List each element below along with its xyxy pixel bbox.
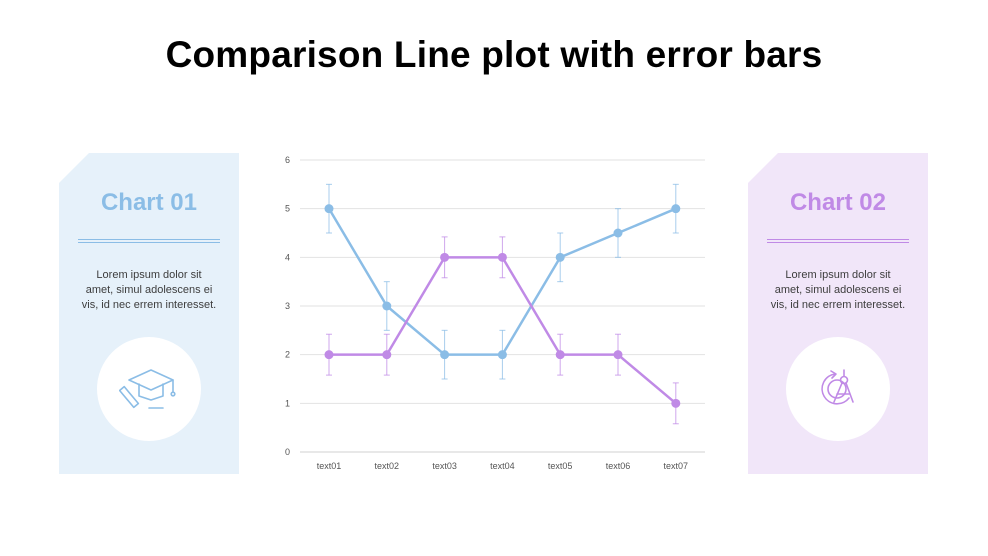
description-line: amet, simul adolescens ei [85,284,213,296]
description-line: vis, id nec errem interesset. [81,299,217,311]
chart-02-panel: Chart 02 Lorem ipsum dolor sit amet, sim… [748,153,928,474]
data-point [382,350,392,360]
compass-drafting-icon [821,369,854,405]
panel-description: Lorem ipsum dolor sit amet, simul adoles… [758,268,918,313]
data-point [555,252,565,262]
y-tick-label: 0 [285,447,290,457]
data-point [671,398,681,408]
description-line: amet, simul adolescens ei [774,284,902,296]
data-point [324,350,334,360]
data-point [671,204,681,214]
x-tick-label: text07 [664,461,689,471]
chart-01-panel: Chart 01 Lorem ipsum dolor sit amet, sim… [59,153,239,474]
y-tick-label: 1 [285,398,290,408]
y-tick-label: 3 [285,301,290,311]
description-line: Lorem ipsum dolor sit [785,269,891,281]
description-line: Lorem ipsum dolor sit [96,269,202,281]
y-tick-label: 5 [285,204,290,214]
line-chart: 0 1 2 3 4 5 6 text01 text02 text03 text04 text05 tex… [270,145,720,485]
data-point [497,252,507,262]
x-tick-label: text02 [375,461,400,471]
data-point [440,350,450,360]
data-point [382,301,392,311]
data-point [497,350,507,360]
data-point [613,350,623,360]
data-point [555,350,565,360]
x-tick-label: text04 [490,461,515,471]
gridlines: 0 1 2 3 4 5 6 [285,155,705,457]
panel-heading: Chart 01 [100,189,198,216]
y-tick-label: 2 [285,350,290,360]
x-tick-label: text05 [548,461,573,471]
x-tick-label: text06 [606,461,631,471]
data-point [440,252,450,262]
panel-description: Lorem ipsum dolor sit amet, simul adoles… [69,268,229,313]
x-tick-label: text03 [432,461,457,471]
y-tick-label: 6 [285,155,290,165]
series-chart-01 [324,183,681,380]
data-point [613,228,623,238]
icon-circle [97,337,201,441]
page-title: Comparison Line plot with error bars [165,34,823,75]
y-tick-label: 4 [285,252,290,262]
icon-circle [786,337,890,441]
panel-heading: Chart 02 [789,189,887,216]
divider [78,239,220,243]
data-point [324,204,334,214]
divider [767,239,909,243]
x-tick-label: text01 [317,461,342,471]
graduation-cap-pencil-icon [119,369,176,409]
description-line: vis, id nec errem interesset. [770,299,906,311]
series-chart-02 [324,236,681,425]
chart-svg: 0 1 2 3 4 5 6 text01 text02 text03 text04 text05 tex… [285,155,705,471]
